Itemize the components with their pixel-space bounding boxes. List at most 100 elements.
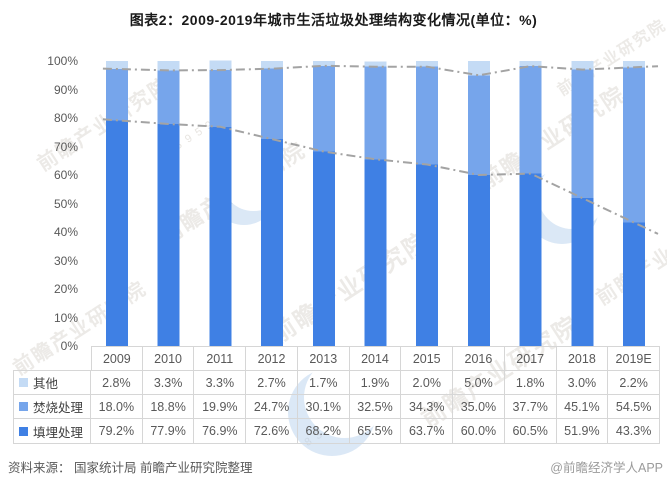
trend-line-0 — [102, 118, 659, 235]
table-value: 19.9% — [194, 395, 247, 419]
year-header: 2016 — [453, 346, 505, 371]
table-value: 43.3% — [608, 419, 660, 444]
bar-segment-其他-2018 — [571, 61, 594, 70]
legend-cell-填埋处理: 填埋处理 — [13, 419, 91, 444]
y-tick-label: 40% — [53, 225, 78, 239]
year-header: 2015 — [401, 346, 454, 371]
bar-segment-焚烧处理-2013 — [312, 65, 335, 152]
table-value: 65.5% — [349, 419, 402, 444]
table-value: 3.3% — [142, 371, 195, 395]
y-tick-label: 70% — [53, 139, 78, 154]
bar-segment-填埋处理-2014 — [364, 159, 387, 346]
legend-key-icon — [19, 378, 28, 387]
y-tick-label: 30% — [53, 253, 78, 268]
bar-segment-填埋处理-2017 — [519, 173, 542, 346]
table-value: 60.0% — [453, 419, 505, 444]
table-value: 1.7% — [297, 371, 350, 395]
table-value: 37.7% — [504, 395, 557, 419]
table-value: 45.1% — [556, 395, 609, 419]
table-value: 51.9% — [556, 419, 609, 444]
bar-segment-焚烧处理-2011 — [209, 70, 232, 127]
bar-segment-焚烧处理-2009 — [105, 69, 128, 121]
table-value: 3.3% — [194, 371, 247, 395]
table-value: 2.7% — [246, 371, 298, 395]
table-value: 79.2% — [91, 419, 143, 444]
data-table: 2009 2010 2011 2012 2013 2014 2015 2016 2017 2018… — [13, 346, 660, 444]
year-header: 2014 — [349, 346, 402, 371]
table-value: 76.9% — [194, 419, 247, 444]
y-tick-label: 80% — [53, 111, 78, 125]
bar-segment-其他-2015 — [416, 61, 439, 67]
year-header: 2009 — [91, 346, 143, 371]
table-value: 18.8% — [142, 395, 195, 419]
table-corner — [13, 346, 91, 371]
table-value: 1.8% — [504, 371, 557, 395]
table-value: 72.6% — [246, 419, 298, 444]
bar-segment-焚烧处理-2012 — [261, 68, 283, 140]
y-tick-label: 50% — [53, 196, 78, 211]
year-header: 2018 — [556, 346, 609, 371]
legend-key-icon — [19, 402, 28, 411]
table-value: 32.5% — [349, 395, 402, 419]
table-value: 54.5% — [608, 395, 660, 419]
legend-label: 其他 — [33, 377, 59, 391]
bar-segment-焚烧处理-2019E — [623, 67, 646, 223]
table-value: 34.3% — [401, 395, 454, 419]
bar-segment-填埋处理-2019E — [623, 222, 646, 346]
legend-label: 焚烧处理 — [33, 401, 84, 415]
table-value: 5.0% — [453, 371, 505, 395]
table-value: 63.7% — [401, 419, 454, 444]
bar-segment-其他-2016 — [468, 61, 490, 76]
bar-segment-焚烧处理-2018 — [571, 69, 594, 199]
bar-segment-焚烧处理-2010 — [157, 70, 180, 124]
bar-segment-填埋处理-2013 — [312, 151, 335, 346]
year-header: 2010 — [142, 346, 195, 371]
bar-segment-填埋处理-2018 — [571, 198, 594, 346]
year-header: 2017 — [504, 346, 557, 371]
bar-segment-其他-2010 — [157, 61, 180, 71]
y-tick-label: 90% — [53, 82, 78, 97]
table-value: 2.2% — [608, 371, 660, 395]
year-header: 2012 — [246, 346, 298, 371]
table-value: 2.8% — [91, 371, 143, 395]
legend-cell-焚烧处理: 焚烧处理 — [13, 395, 91, 419]
y-tick-label: 100% — [47, 54, 78, 68]
bar-segment-其他-2017 — [519, 61, 542, 67]
table-value: 1.9% — [349, 371, 402, 395]
table-value: 60.5% — [504, 419, 557, 444]
bar-segment-填埋处理-2015 — [416, 164, 439, 346]
legend-cell-其他: 其他 — [13, 371, 91, 395]
credit-note: @前瞻经济学人APP — [550, 461, 663, 475]
table-value: 68.2% — [297, 419, 350, 444]
table-value: 18.0% — [91, 395, 143, 419]
table-value: 30.1% — [297, 395, 350, 419]
bar-segment-其他-2009 — [105, 61, 128, 69]
y-tick-label: 60% — [53, 168, 78, 182]
bar-segment-填埋处理-2016 — [468, 175, 490, 346]
year-header: 2011 — [194, 346, 247, 371]
source-note: 资料来源： 国家统计局 前瞻产业研究院整理 — [8, 461, 253, 475]
bar-segment-焚烧处理-2015 — [416, 66, 439, 165]
bar-segment-填埋处理-2011 — [209, 126, 232, 346]
bar-segment-焚烧处理-2016 — [468, 75, 490, 176]
legend-label: 填埋处理 — [33, 425, 84, 440]
bar-segment-填埋处理-2010 — [157, 124, 180, 346]
year-header: 2019E — [608, 346, 660, 371]
legend-key-icon — [19, 426, 28, 436]
bar-segment-焚烧处理-2017 — [519, 66, 542, 174]
table-value: 35.0% — [453, 395, 505, 419]
bar-segment-焚烧处理-2014 — [364, 66, 387, 160]
table-value: 3.0% — [556, 371, 609, 395]
year-header: 2013 — [297, 346, 350, 371]
table-value: 77.9% — [142, 419, 195, 444]
y-tick-label: 20% — [53, 282, 78, 296]
y-tick-label: 10% — [53, 310, 78, 325]
bar-segment-其他-2019E — [623, 61, 646, 68]
bar-segment-填埋处理-2009 — [105, 120, 128, 346]
table-value: 2.0% — [401, 371, 454, 395]
bar-segment-其他-2014 — [364, 61, 387, 67]
bar-segment-其他-2013 — [312, 61, 335, 66]
bar-segment-其他-2012 — [261, 61, 283, 69]
bar-segment-其他-2011 — [209, 60, 232, 71]
